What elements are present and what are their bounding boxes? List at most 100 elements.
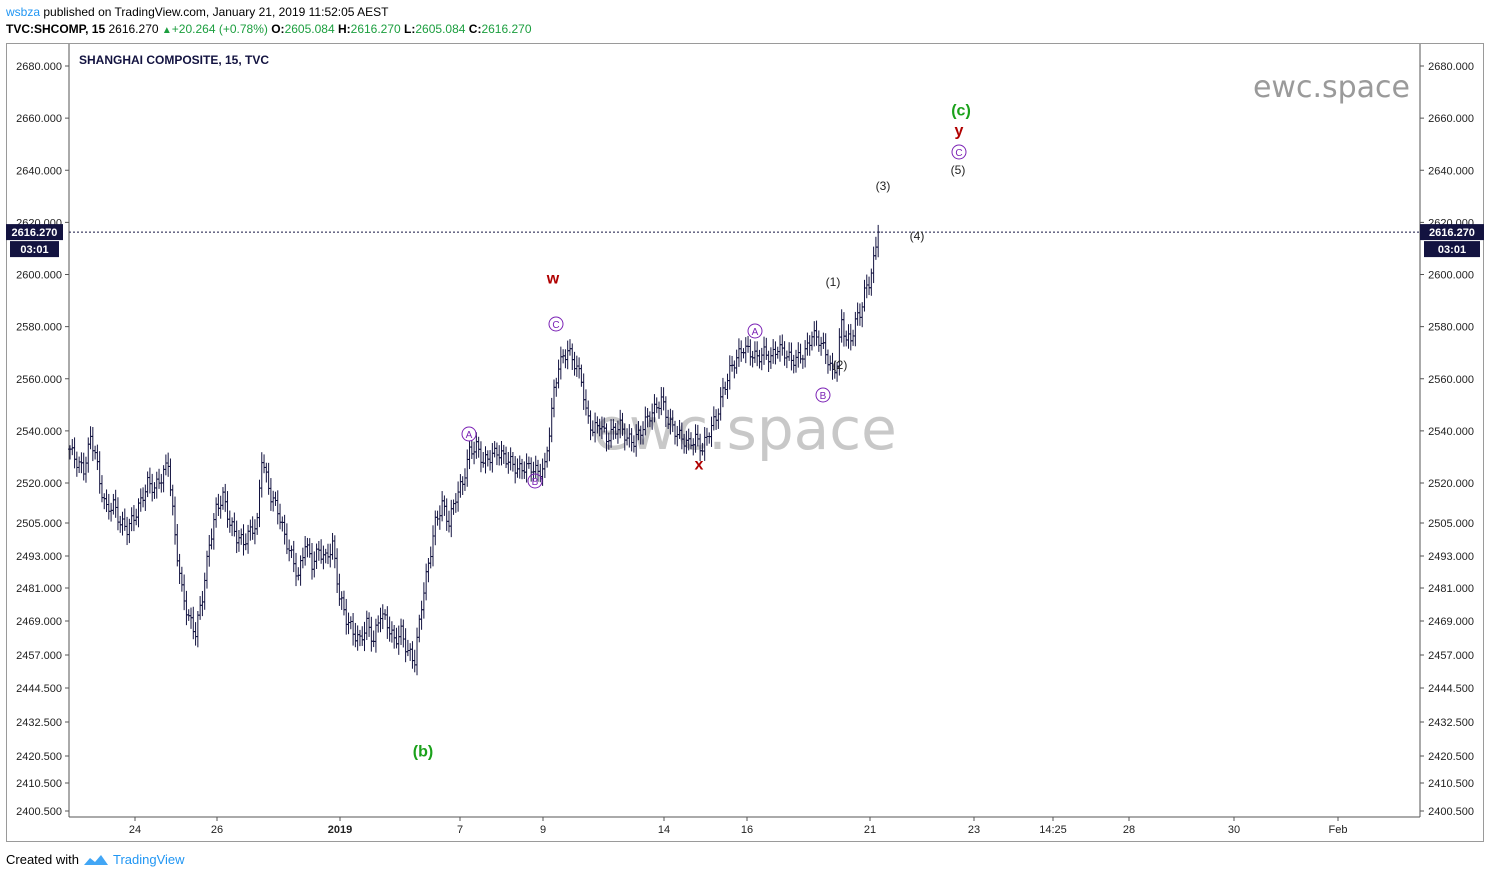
y-tick-label: 2420.500 <box>16 751 62 763</box>
tradingview-logo-icon <box>83 854 108 865</box>
wave-label: B <box>820 391 827 402</box>
y-tick-label: 2410.500 <box>1428 778 1474 790</box>
wave-label: (2) <box>833 358 848 372</box>
footer: Created with TradingView <box>6 852 185 867</box>
y-tick-label: 2580.000 <box>16 322 62 334</box>
y-tick-label: 2469.000 <box>16 616 62 628</box>
y-tick-label: 2520.000 <box>16 478 62 490</box>
open-value: 2605.084 <box>284 22 335 36</box>
wave-label: (5) <box>951 163 966 177</box>
wave-label: (4) <box>910 229 925 243</box>
x-tick-label: 24 <box>129 824 141 836</box>
y-tick-label: 2505.000 <box>16 518 62 530</box>
x-tick-label: 28 <box>1123 824 1135 836</box>
published-text: published on TradingView.com, January 21… <box>43 5 389 19</box>
high-value: 2616.270 <box>350 22 401 36</box>
last-price-badge <box>6 224 63 241</box>
wave-label-circle <box>747 323 763 339</box>
countdown-badge <box>10 241 59 258</box>
y-tick-label: 2560.000 <box>16 374 62 386</box>
wave-label: A <box>752 327 759 338</box>
last-price-badge <box>1420 224 1484 241</box>
published-info: wsbza published on TradingView.com, Janu… <box>6 5 388 19</box>
y-tick-label: 2580.000 <box>1428 322 1474 334</box>
last-price-label: 2616.270 <box>1429 227 1475 239</box>
wave-label: B <box>532 477 539 488</box>
y-tick-label: 2444.500 <box>16 683 62 695</box>
wave-label: C <box>955 148 962 159</box>
change-value: +20.264 (+0.78%) <box>171 22 268 36</box>
x-tick-label: 14 <box>658 824 670 836</box>
wave-label: w <box>546 270 560 287</box>
y-tick-label: 2600.000 <box>1428 270 1474 282</box>
tradingview-brand-link[interactable]: TradingView <box>112 852 185 867</box>
y-tick-label: 2660.000 <box>16 113 62 125</box>
y-tick-label: 2540.000 <box>1428 426 1474 438</box>
countdown-label: 03:01 <box>20 244 48 256</box>
y-tick-label: 2493.000 <box>1428 551 1474 563</box>
open-label: O: <box>271 22 285 36</box>
y-tick-label: 2432.500 <box>1428 717 1474 729</box>
y-tick-label: 2520.000 <box>1428 478 1474 490</box>
close-value: 2616.270 <box>481 22 532 36</box>
y-tick-label: 2481.000 <box>1428 583 1474 595</box>
y-tick-label: 2680.000 <box>1428 61 1474 73</box>
wave-label: y <box>955 122 964 139</box>
created-with-text: Created with <box>6 852 79 867</box>
y-tick-label: 2640.000 <box>16 165 62 177</box>
author-link[interactable]: wsbza <box>6 5 41 19</box>
last-price-label: 2616.270 <box>12 227 58 239</box>
x-tick-label: 16 <box>741 824 753 836</box>
x-tick-label: 21 <box>864 824 876 836</box>
x-tick-label: Feb <box>1329 824 1348 836</box>
wave-label-circle <box>527 473 543 489</box>
chart-frame <box>6 43 1484 842</box>
countdown-label: 03:01 <box>1438 244 1466 256</box>
y-tick-label: 2457.000 <box>16 650 62 662</box>
wave-label: (c) <box>951 102 971 119</box>
watermark-large: ewc.space <box>593 395 897 463</box>
watermark-small: ewc.space <box>1253 70 1410 105</box>
x-tick-label: 14:25 <box>1039 824 1067 836</box>
y-tick-label: 2420.500 <box>1428 751 1474 763</box>
wave-label-circle <box>461 426 477 442</box>
wave-label-circle <box>951 144 967 160</box>
high-label: H: <box>337 22 351 36</box>
wave-label: x <box>695 456 704 473</box>
symbol-label: TVC:SHCOMP, 15 <box>6 22 106 36</box>
countdown-badge <box>1424 241 1480 258</box>
y-tick-label: 2680.000 <box>16 61 62 73</box>
y-tick-label: 2410.500 <box>16 778 62 790</box>
last-price: 2616.270 <box>108 22 159 36</box>
y-tick-label: 2493.000 <box>16 551 62 563</box>
wave-label: (3) <box>876 179 891 193</box>
y-tick-label: 2400.500 <box>1428 806 1474 818</box>
x-tick-label: 26 <box>211 824 223 836</box>
x-tick-label: 7 <box>457 824 463 836</box>
y-tick-label: 2432.500 <box>16 717 62 729</box>
y-tick-label: 2560.000 <box>1428 374 1474 386</box>
y-tick-label: 2481.000 <box>16 583 62 595</box>
wave-label-circle <box>815 387 831 403</box>
x-tick-label: 30 <box>1228 824 1240 836</box>
y-tick-label: 2505.000 <box>1428 518 1474 530</box>
low-label: L: <box>404 22 416 36</box>
wave-label: (b) <box>413 743 433 760</box>
wave-label: (1) <box>826 275 841 289</box>
y-tick-label: 2540.000 <box>16 426 62 438</box>
wave-label: A <box>466 430 473 441</box>
y-tick-label: 2640.000 <box>1428 165 1474 177</box>
wave-label: C <box>552 320 559 331</box>
x-tick-label: 23 <box>968 824 980 836</box>
x-tick-label: 2019 <box>328 824 352 836</box>
y-tick-label: 2600.000 <box>16 270 62 282</box>
y-tick-label: 2457.000 <box>1428 650 1474 662</box>
y-tick-label: 2660.000 <box>1428 113 1474 125</box>
chart-title: SHANGHAI COMPOSITE, 15, TVC <box>79 53 269 67</box>
y-tick-label: 2469.000 <box>1428 616 1474 628</box>
x-tick-label: 9 <box>540 824 546 836</box>
y-tick-label: 2400.500 <box>16 806 62 818</box>
low-value: 2605.084 <box>415 22 466 36</box>
close-label: C: <box>468 22 482 36</box>
